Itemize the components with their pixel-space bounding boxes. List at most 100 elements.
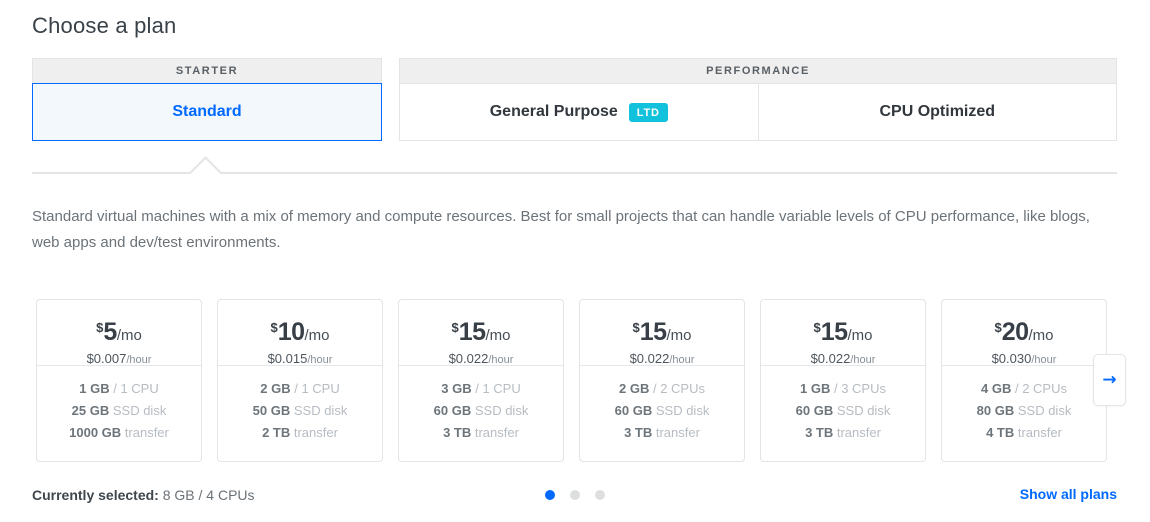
plan-description: Standard virtual machines with a mix of …	[32, 208, 1090, 252]
card-specs: 2 GB / 2 CPUs 60 GB SSD disk 3 TB transf…	[580, 366, 744, 444]
card-price: $15/mo $0.022/hour	[399, 300, 563, 366]
tab-general-purpose-label: General Purpose	[489, 103, 618, 120]
plan-card-10mo[interactable]: $10/mo $0.015/hour 2 GB / 1 CPU 50 GB SS…	[217, 298, 383, 462]
monthly-price: 5	[103, 317, 117, 346]
spec-ram: 4 GB	[981, 380, 1012, 396]
spec-transfer-label: transfer	[293, 424, 338, 440]
spec-transfer-label: transfer	[836, 424, 881, 440]
monthly-price: 20	[1001, 317, 1029, 346]
monthly-price: 15	[639, 317, 667, 346]
plan-cards-carousel: $5/mo $0.007/hour 1 GB / 1 CPU 25 GB SSD…	[36, 298, 1150, 462]
show-all-plans: Show all plans	[605, 485, 1117, 504]
spec-disk-label: SSD disk	[1017, 402, 1072, 418]
spec-ram: 1 GB	[800, 380, 831, 396]
card-price: $15/mo $0.022/hour	[761, 300, 925, 366]
tab-group-performance: PERFORMANCE General Purpose LTD CPU Opti…	[399, 58, 1117, 141]
per-month-label: /mo	[847, 326, 873, 344]
card-specs: 3 GB / 1 CPU 60 GB SSD disk 3 TB transfe…	[399, 366, 563, 444]
hourly-price: $0.015	[267, 350, 308, 366]
section-divider	[32, 156, 1117, 189]
plan-card-15mo-3gb[interactable]: $15/mo $0.022/hour 3 GB / 1 CPU 60 GB SS…	[398, 298, 564, 462]
currently-selected-label: Currently selected:	[32, 486, 159, 503]
card-specs: 1 GB / 1 CPU 25 GB SSD disk 1000 GB tran…	[37, 366, 201, 444]
currency-sign: $	[813, 319, 821, 335]
pagination-dot-1[interactable]	[544, 489, 555, 500]
ltd-badge: LTD	[628, 102, 668, 122]
spec-transfer: 4 TB	[986, 424, 1015, 440]
plan-card-15mo-1gb[interactable]: $15/mo $0.022/hour 1 GB / 3 CPUs 60 GB S…	[760, 298, 926, 462]
spec-cpu: / 2 CPUs	[652, 380, 705, 396]
plan-card-5mo[interactable]: $5/mo $0.007/hour 1 GB / 1 CPU 25 GB SSD…	[36, 298, 202, 462]
spec-disk-label: SSD disk	[112, 402, 167, 418]
tab-cpu-optimized[interactable]: CPU Optimized	[758, 83, 1117, 141]
card-specs: 2 GB / 1 CPU 50 GB SSD disk 2 TB transfe…	[218, 366, 382, 444]
spec-cpu: / 1 CPU	[113, 380, 159, 396]
per-month-label: /mo	[666, 326, 692, 344]
per-hour-label: /hour	[488, 353, 514, 366]
monthly-price: 10	[277, 317, 305, 346]
spec-transfer-label: transfer	[655, 424, 700, 440]
hourly-price: $0.007	[86, 350, 127, 366]
spec-disk-label: SSD disk	[293, 402, 348, 418]
tab-group-starter: STARTER Standard	[32, 58, 382, 141]
spec-transfer: 1000 GB	[69, 424, 122, 440]
plan-card-20mo[interactable]: $20/mo $0.030/hour 4 GB / 2 CPUs 80 GB S…	[941, 298, 1107, 462]
currency-sign: $	[994, 319, 1002, 335]
per-hour-label: /hour	[307, 353, 333, 366]
spec-disk-label: SSD disk	[655, 402, 710, 418]
spec-transfer-label: transfer	[1017, 424, 1062, 440]
per-month-label: /mo	[485, 326, 511, 344]
starter-group-header: STARTER	[32, 58, 382, 83]
card-price: $20/mo $0.030/hour	[942, 300, 1106, 366]
performance-group-header: PERFORMANCE	[399, 58, 1117, 83]
currently-selected-info: Currently selected: 8 GB / 4 CPUs	[32, 487, 545, 503]
plan-category-tabs: STARTER Standard PERFORMANCE General Pur…	[32, 58, 1117, 141]
spec-disk: 60 GB	[795, 402, 834, 418]
pagination-dot-2[interactable]	[569, 489, 580, 500]
carousel-pagination	[544, 489, 605, 500]
show-all-plans-link[interactable]: Show all plans	[1019, 485, 1117, 502]
spec-transfer-label: transfer	[474, 424, 519, 440]
card-price: $5/mo $0.007/hour	[37, 300, 201, 366]
spec-ram: 3 GB	[441, 380, 472, 396]
tab-standard-label: Standard	[172, 103, 242, 120]
spec-transfer: 2 TB	[262, 424, 291, 440]
per-month-label: /mo	[304, 326, 330, 344]
spec-transfer-label: transfer	[124, 424, 169, 440]
per-hour-label: /hour	[1031, 353, 1057, 366]
spec-ram: 2 GB	[619, 380, 650, 396]
spec-ram: 2 GB	[260, 380, 291, 396]
spec-ram: 1 GB	[79, 380, 110, 396]
tab-general-purpose[interactable]: General Purpose LTD	[399, 83, 759, 141]
tab-standard[interactable]: Standard	[32, 83, 382, 141]
card-price: $15/mo $0.022/hour	[580, 300, 744, 366]
spec-disk: 50 GB	[252, 402, 291, 418]
card-specs: 1 GB / 3 CPUs 60 GB SSD disk 3 TB transf…	[761, 366, 925, 444]
page-title: Choose a plan	[32, 13, 177, 38]
tab-cpu-optimized-label: CPU Optimized	[879, 103, 996, 120]
spec-cpu: / 1 CPU	[294, 380, 340, 396]
pagination-dot-3[interactable]	[594, 489, 605, 500]
per-hour-label: /hour	[669, 353, 695, 366]
per-hour-label: /hour	[850, 353, 876, 366]
spec-disk: 60 GB	[433, 402, 472, 418]
card-specs: 4 GB / 2 CPUs 80 GB SSD disk 4 TB transf…	[942, 366, 1106, 444]
carousel-next-button[interactable]: →	[1093, 354, 1126, 406]
plan-card-15mo-2gb[interactable]: $15/mo $0.022/hour 2 GB / 2 CPUs 60 GB S…	[579, 298, 745, 462]
hourly-price: $0.022	[810, 350, 851, 366]
footer-bar: Currently selected: 8 GB / 4 CPUs Show a…	[32, 486, 1117, 504]
spec-transfer: 3 TB	[624, 424, 653, 440]
hourly-price: $0.022	[448, 350, 489, 366]
right-arrow-icon: →	[1102, 369, 1117, 390]
spec-disk: 60 GB	[614, 402, 653, 418]
spec-disk: 80 GB	[976, 402, 1015, 418]
spec-disk-label: SSD disk	[474, 402, 529, 418]
currently-selected-value: 8 GB / 4 CPUs	[162, 486, 255, 503]
currency-sign: $	[96, 319, 104, 335]
spec-cpu: / 3 CPUs	[833, 380, 886, 396]
spec-disk-label: SSD disk	[836, 402, 891, 418]
hourly-price: $0.022	[629, 350, 670, 366]
spec-cpu: / 2 CPUs	[1014, 380, 1067, 396]
spec-transfer: 3 TB	[805, 424, 834, 440]
currency-sign: $	[270, 319, 278, 335]
